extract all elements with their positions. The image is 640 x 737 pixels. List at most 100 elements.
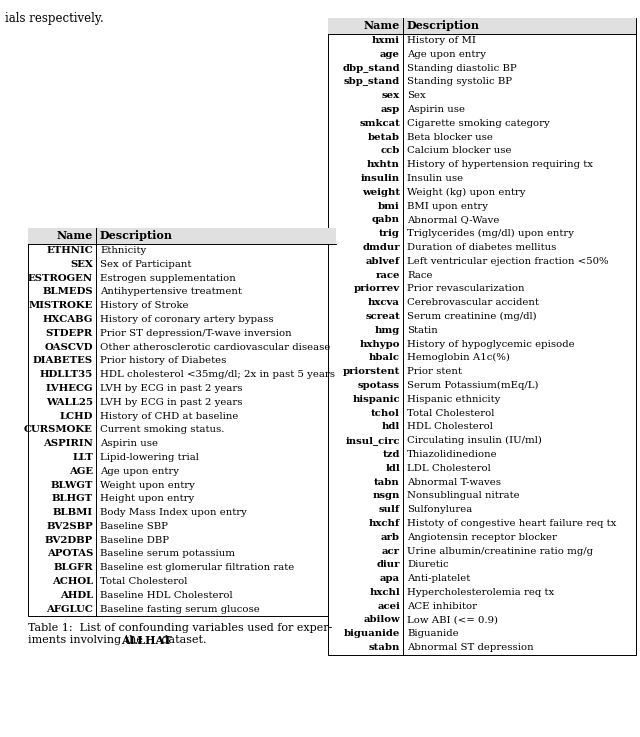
Text: BLWGT: BLWGT [51, 481, 93, 489]
Text: History of coronary artery bypass: History of coronary artery bypass [100, 315, 274, 324]
Bar [28, 228, 336, 243]
Text: Total Cholesterol: Total Cholesterol [100, 577, 188, 586]
Text: Table 1:  List of confounding variables used for exper-: Table 1: List of confounding variables u… [28, 623, 332, 633]
Text: hxchf: hxchf [369, 519, 400, 528]
Text: MISTROKE: MISTROKE [29, 301, 93, 310]
Text: tabn: tabn [374, 478, 400, 486]
Text: Baseline serum potassium: Baseline serum potassium [100, 550, 235, 559]
Text: insul_circ: insul_circ [346, 436, 400, 445]
Text: WALL25: WALL25 [46, 398, 93, 407]
Text: sulf: sulf [379, 505, 400, 514]
Text: bmi: bmi [378, 201, 400, 211]
Text: hispanic: hispanic [353, 395, 400, 404]
Text: iments involving the: iments involving the [28, 635, 147, 645]
Text: Urine albumin/creatinine ratio mg/g: Urine albumin/creatinine ratio mg/g [407, 547, 593, 556]
Text: History of MI: History of MI [407, 36, 476, 45]
Text: LCHD: LCHD [60, 411, 93, 421]
Text: Standing systolic BP: Standing systolic BP [407, 77, 512, 86]
Text: BMI upon entry: BMI upon entry [407, 201, 488, 211]
Text: priorstent: priorstent [342, 367, 400, 376]
Text: Sex: Sex [407, 91, 426, 100]
Text: hxcva: hxcva [368, 298, 400, 307]
Text: Aspirin use: Aspirin use [100, 439, 158, 448]
Text: Baseline est glomerular filtration rate: Baseline est glomerular filtration rate [100, 563, 294, 573]
Text: Aspirin use: Aspirin use [407, 105, 465, 114]
Text: ials respectively.: ials respectively. [5, 12, 104, 25]
Text: History of CHD at baseline: History of CHD at baseline [100, 411, 238, 421]
Text: hdl: hdl [381, 422, 400, 431]
Text: dbp_stand: dbp_stand [342, 63, 400, 72]
Text: stabn: stabn [369, 643, 400, 652]
Text: Estrogen supplementation: Estrogen supplementation [100, 273, 236, 282]
Text: Insulin use: Insulin use [407, 174, 463, 183]
Text: abilow: abilow [364, 615, 400, 624]
Text: SEX: SEX [70, 259, 93, 269]
Text: AFGLUC: AFGLUC [46, 604, 93, 614]
Text: Diuretic: Diuretic [407, 560, 449, 569]
Bar [328, 18, 636, 33]
Text: trig: trig [379, 229, 400, 238]
Text: Circulating insulin (IU/ml): Circulating insulin (IU/ml) [407, 436, 542, 445]
Text: Sex of Participant: Sex of Participant [100, 259, 191, 269]
Text: Nonsublingual nitrate: Nonsublingual nitrate [407, 492, 520, 500]
Text: Standing diastolic BP: Standing diastolic BP [407, 63, 516, 72]
Text: hxmi: hxmi [372, 36, 400, 45]
Text: LDL Cholesterol: LDL Cholesterol [407, 464, 491, 472]
Text: CURSMOKE: CURSMOKE [24, 425, 93, 434]
Text: BLMEDS: BLMEDS [42, 287, 93, 296]
Text: insulin: insulin [361, 174, 400, 183]
Text: Antihypertensive treatment: Antihypertensive treatment [100, 287, 242, 296]
Text: BLGFR: BLGFR [53, 563, 93, 573]
Text: Biguanide: Biguanide [407, 629, 459, 638]
Text: dataset.: dataset. [158, 635, 207, 645]
Text: Weight (kg) upon entry: Weight (kg) upon entry [407, 188, 525, 197]
Text: Abnormal ST depression: Abnormal ST depression [407, 643, 534, 652]
Text: sbp_stand: sbp_stand [344, 77, 400, 86]
Text: qabn: qabn [372, 215, 400, 224]
Text: Cerebrovascular accident: Cerebrovascular accident [407, 298, 539, 307]
Text: Other atherosclerotic cardiovascular disease: Other atherosclerotic cardiovascular dis… [100, 343, 330, 352]
Text: HDL cholesterol <35mg/dl; 2x in past 5 years: HDL cholesterol <35mg/dl; 2x in past 5 y… [100, 370, 335, 379]
Text: biguanide: biguanide [344, 629, 400, 638]
Text: History of Stroke: History of Stroke [100, 301, 189, 310]
Text: Description: Description [100, 230, 173, 241]
Text: Race: Race [407, 270, 433, 279]
Text: Hypercholesterolemia req tx: Hypercholesterolemia req tx [407, 588, 554, 597]
Text: race: race [376, 270, 400, 279]
Text: OASCVD: OASCVD [45, 343, 93, 352]
Text: AGE: AGE [69, 467, 93, 475]
Text: Current smoking status.: Current smoking status. [100, 425, 225, 434]
Text: Height upon entry: Height upon entry [100, 495, 195, 503]
Text: LLT: LLT [72, 453, 93, 462]
Text: Weight upon entry: Weight upon entry [100, 481, 195, 489]
Text: betab: betab [368, 133, 400, 142]
Text: Beta blocker use: Beta blocker use [407, 133, 493, 142]
Text: acei: acei [377, 601, 400, 611]
Text: tzd: tzd [383, 450, 400, 459]
Text: HDLLT35: HDLLT35 [40, 370, 93, 379]
Text: sex: sex [382, 91, 400, 100]
Text: APOTAS: APOTAS [47, 550, 93, 559]
Text: Sulfonylurea: Sulfonylurea [407, 505, 472, 514]
Text: Prior revascularization: Prior revascularization [407, 284, 525, 293]
Text: History of hypertension requiring tx: History of hypertension requiring tx [407, 160, 593, 169]
Text: ccb: ccb [381, 147, 400, 156]
Text: Prior ST depression/T-wave inversion: Prior ST depression/T-wave inversion [100, 329, 292, 338]
Text: Statin: Statin [407, 326, 438, 335]
Text: Angiotensin receptor blocker: Angiotensin receptor blocker [407, 533, 557, 542]
Text: Body Mass Index upon entry: Body Mass Index upon entry [100, 508, 247, 517]
Bar [328, 18, 636, 654]
Text: HXCABG: HXCABG [43, 315, 93, 324]
Text: ESTROGEN: ESTROGEN [28, 273, 93, 282]
Text: Prior stent: Prior stent [407, 367, 462, 376]
Text: Prior history of Diabetes: Prior history of Diabetes [100, 356, 227, 366]
Text: BLHGT: BLHGT [52, 495, 93, 503]
Text: BV2SBP: BV2SBP [46, 522, 93, 531]
Text: diur: diur [376, 560, 400, 569]
Text: ldl: ldl [385, 464, 400, 472]
Text: Low ABI (<= 0.9): Low ABI (<= 0.9) [407, 615, 498, 624]
Text: ACE inhibitor: ACE inhibitor [407, 601, 477, 611]
Text: Name: Name [364, 20, 400, 31]
Text: dmdur: dmdur [362, 243, 400, 252]
Text: spotass: spotass [358, 381, 400, 390]
